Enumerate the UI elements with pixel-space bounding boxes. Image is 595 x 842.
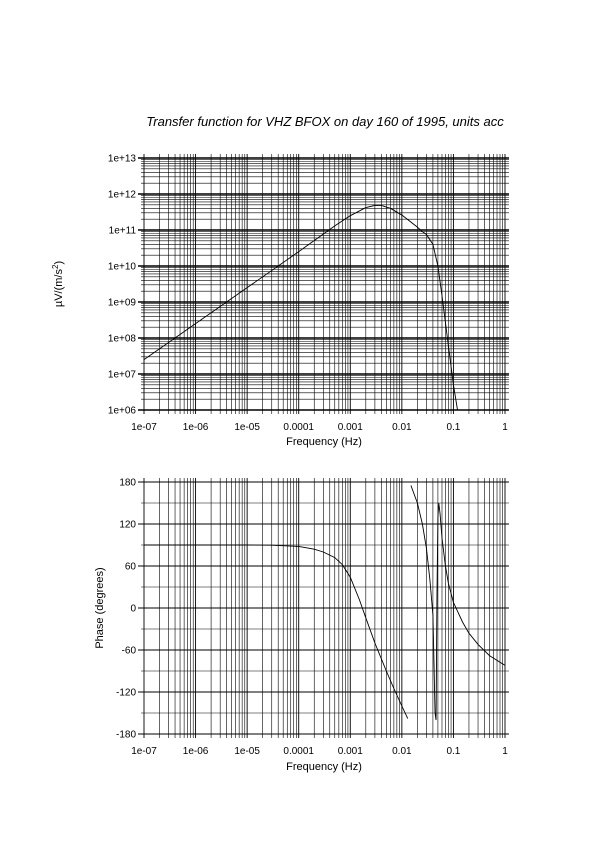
- amplitude-y-axis-label: µV/(m/s2): [51, 261, 65, 307]
- phase-y-tick-label: -120: [116, 688, 136, 699]
- amplitude-y-tick-labels: 1e+06 1e+07 1e+08 1e+09 1e+10 1e+11 1e+12 1e+13: [108, 154, 137, 417]
- phase-y-tick-label: -180: [116, 730, 136, 741]
- phase-x-tick-label: 0.001: [338, 746, 363, 757]
- amplitude-x-tick-label: 1e-06: [183, 422, 209, 433]
- phase-curve-segment: [410, 485, 434, 616]
- amplitude-chart: 1e-07 1e-06 1e-05 0.0001 0.001 0.01 0.1 1 1e+06…: [51, 154, 509, 448]
- phase-curve-segment: [144, 544, 409, 719]
- amplitude-y-tick-label: 1e+10: [108, 262, 137, 273]
- phase-y-axis-label: Phase (degrees): [94, 567, 106, 648]
- amplitude-y-tick-label: 1e+09: [108, 298, 137, 309]
- phase-y-tick-label: 120: [119, 520, 136, 531]
- phase-chart: 1e-07 1e-06 1e-05 0.0001 0.001 0.01 0.1 1 180 12…: [94, 478, 509, 773]
- amplitude-x-tick-label: 0.0001: [283, 422, 314, 433]
- amplitude-y-axis-label-suffix: ): [53, 261, 65, 265]
- amplitude-y-axis-label-sup: 2: [51, 264, 60, 269]
- amplitude-x-tick-label: 1e-05: [234, 422, 260, 433]
- amplitude-x-tick-label: 1: [502, 422, 508, 433]
- amplitude-curve: [143, 205, 458, 411]
- phase-x-tick-label: 0.1: [446, 746, 460, 757]
- amplitude-x-tick-labels: 1e-07 1e-06 1e-05 0.0001 0.001 0.01 0.1 1: [131, 422, 508, 433]
- phase-x-tick-label: 0.0001: [283, 746, 314, 757]
- amplitude-x-tick-label: 1e-07: [131, 422, 157, 433]
- phase-y-tick-label: 0: [130, 604, 136, 615]
- phase-x-tick-label: 1e-07: [131, 746, 157, 757]
- amplitude-gridlines: [138, 154, 509, 414]
- amplitude-x-tick-label: 0.001: [338, 422, 363, 433]
- phase-gridlines: [138, 478, 509, 738]
- phase-series: [144, 485, 506, 721]
- amplitude-x-tick-label: 0.1: [446, 422, 460, 433]
- phase-x-tick-label: 1e-05: [234, 746, 260, 757]
- phase-y-tick-label: 180: [119, 478, 136, 489]
- phase-curve-segment: [432, 502, 506, 721]
- phase-x-tick-label: 0.01: [392, 746, 412, 757]
- amplitude-x-axis-label: Frequency (Hz): [286, 436, 362, 448]
- amplitude-y-tick-label: 1e+08: [108, 334, 137, 345]
- amplitude-y-axis-label-prefix: µV/(m/s: [53, 269, 65, 308]
- chart-title: Transfer function for VHZ BFOX on day 16…: [146, 114, 504, 129]
- amplitude-y-tick-label: 1e+11: [109, 226, 137, 237]
- phase-y-tick-label: -60: [122, 646, 137, 657]
- amplitude-y-tick-label: 1e+06: [108, 406, 137, 417]
- phase-x-tick-label: 1e-06: [183, 746, 209, 757]
- amplitude-x-tick-label: 0.01: [392, 422, 412, 433]
- phase-y-tick-labels: 180 120 60 0 -60 -120 -180: [116, 478, 136, 741]
- phase-x-tick-label: 1: [502, 746, 508, 757]
- phase-x-axis-label: Frequency (Hz): [286, 761, 362, 773]
- amplitude-series: [143, 205, 458, 411]
- amplitude-y-tick-label: 1e+12: [108, 190, 137, 201]
- amplitude-y-tick-label: 1e+13: [108, 154, 137, 165]
- phase-y-tick-label: 60: [125, 562, 137, 573]
- phase-x-tick-labels: 1e-07 1e-06 1e-05 0.0001 0.001 0.01 0.1 1: [131, 746, 508, 757]
- amplitude-y-tick-label: 1e+07: [108, 370, 137, 381]
